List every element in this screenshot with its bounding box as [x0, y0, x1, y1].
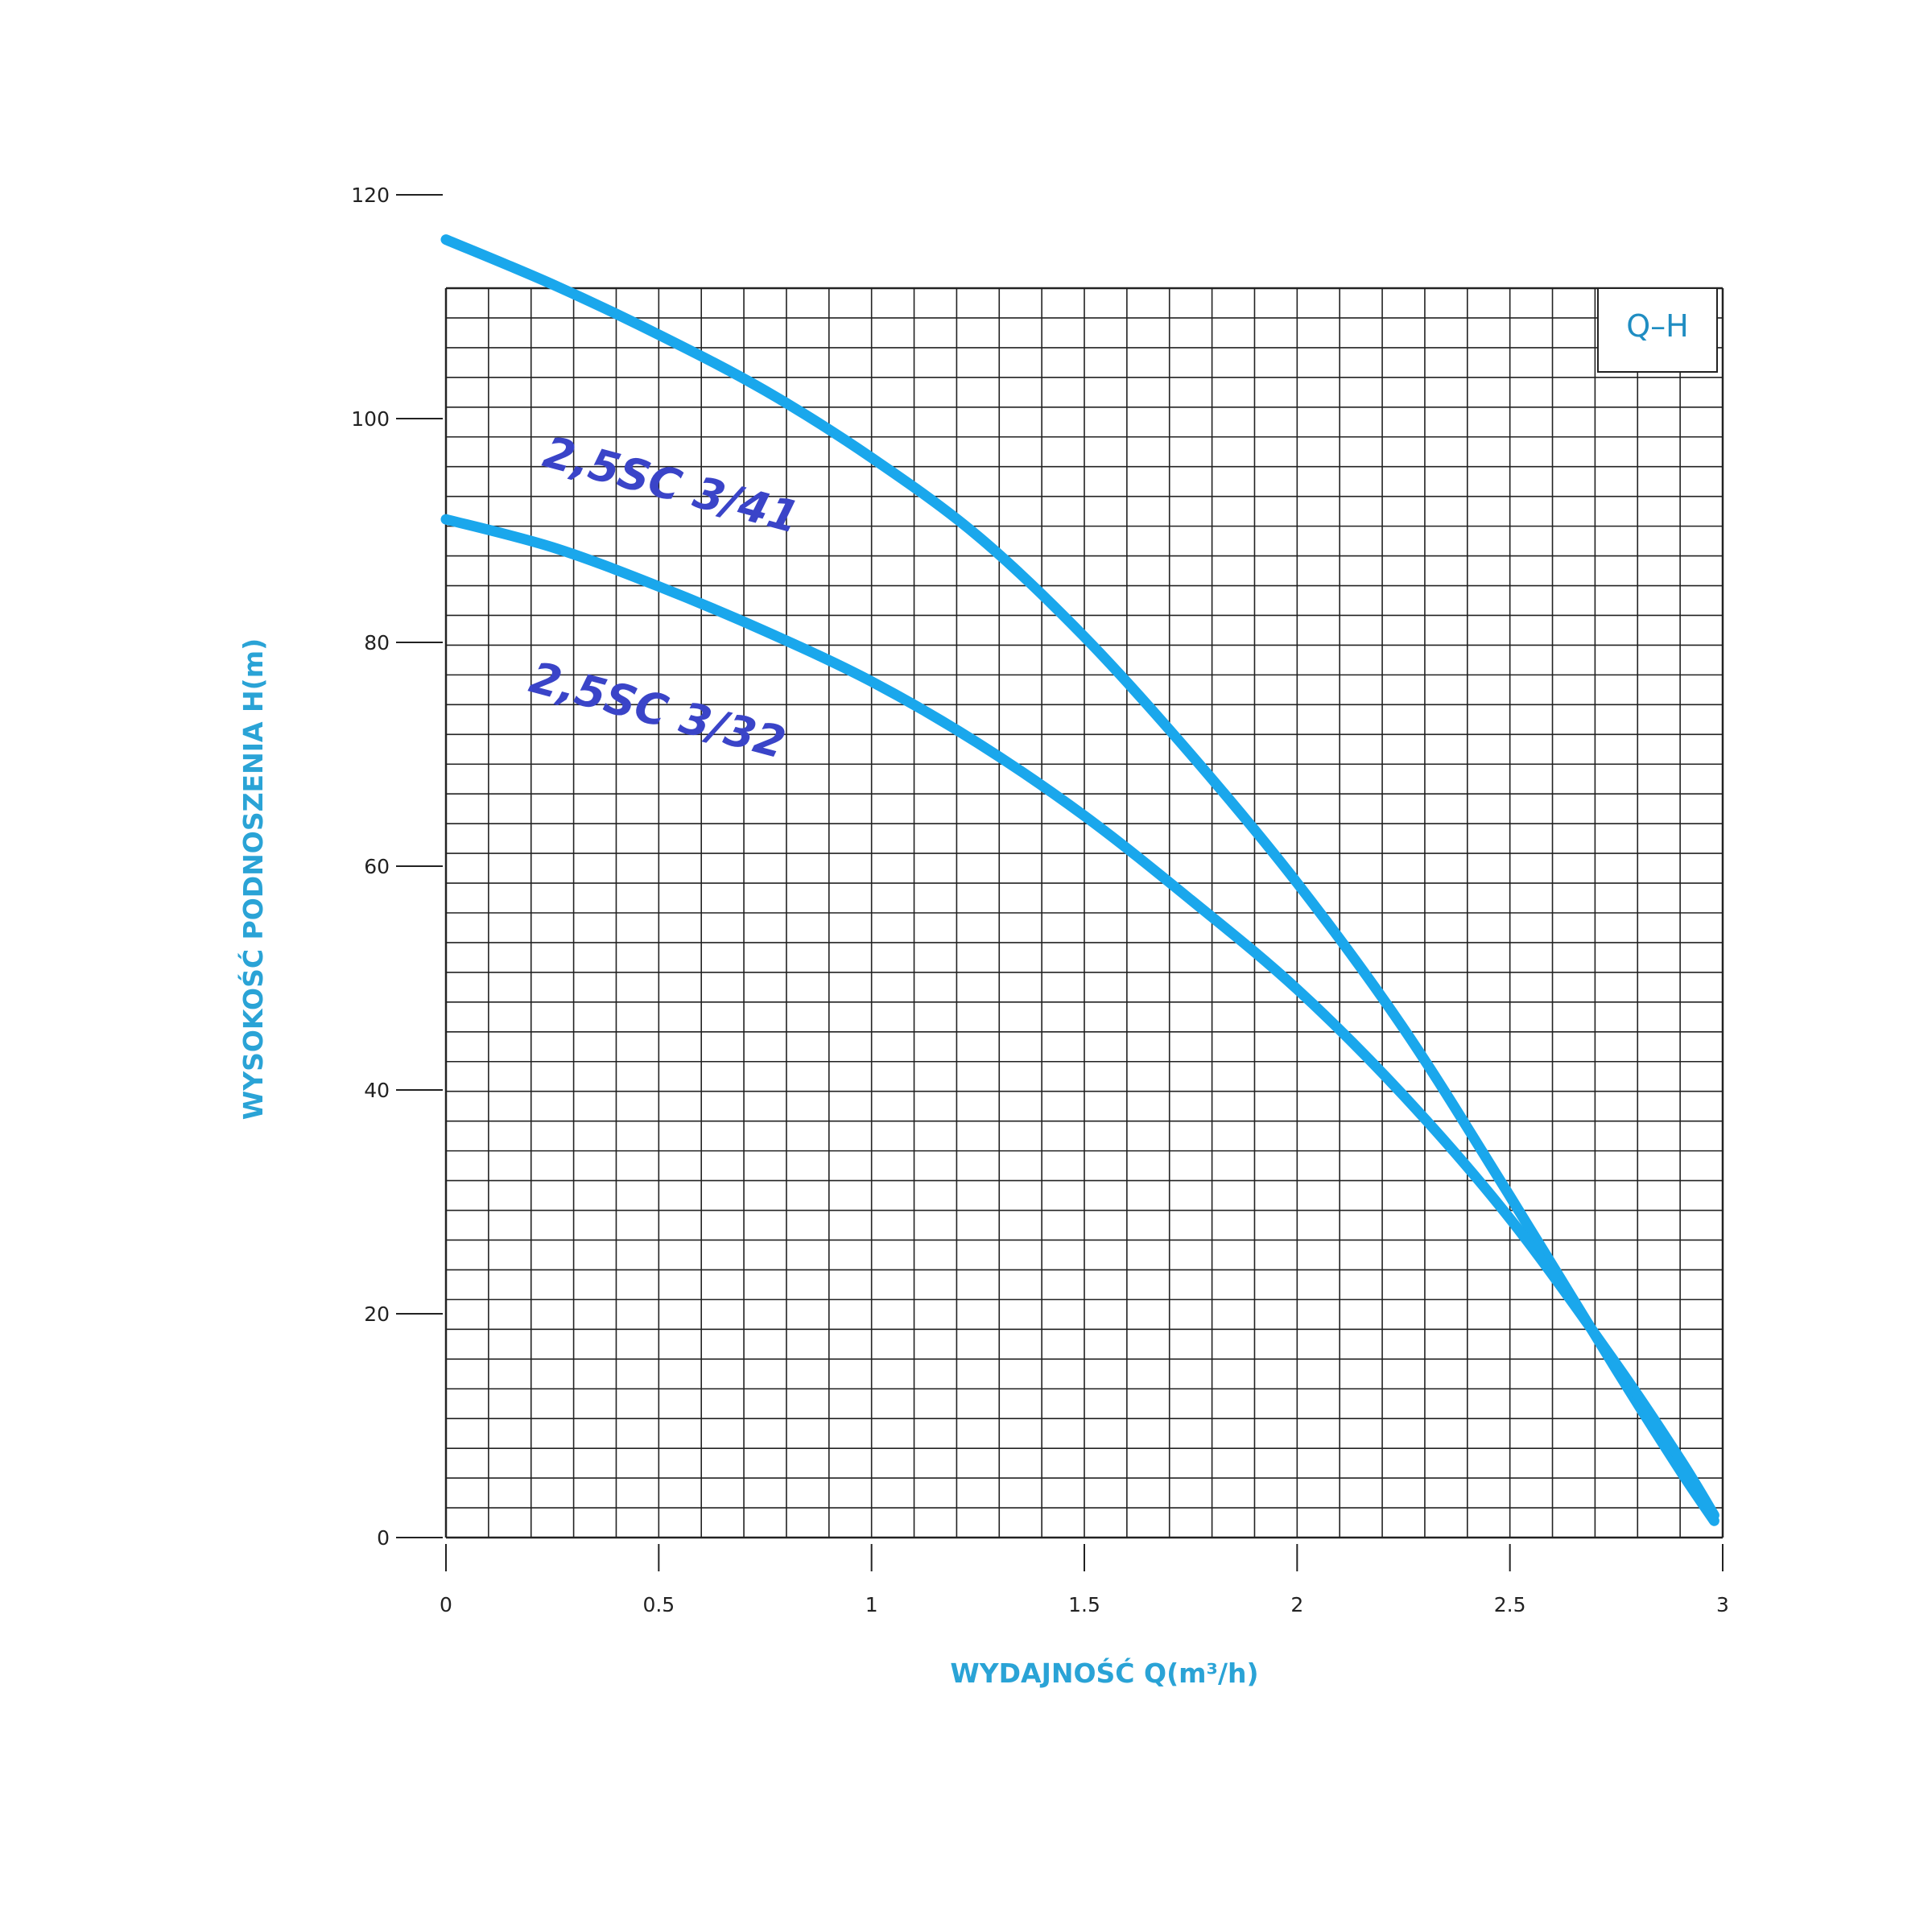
x-tick-label: 2	[1290, 1593, 1303, 1616]
series-curve-0	[440, 234, 1719, 1526]
series-label-3-32: 2,5SC 3/32	[525, 652, 791, 769]
chart-series	[440, 234, 1719, 1526]
tag-box	[1597, 287, 1718, 373]
y-axis-title: WYSOKOŚĆ PODNOSZENIA H(m)	[237, 638, 269, 1120]
axis-ticks: 0 20 40 60 80 100 120 0 0.5 1 1.5 2 2.5 3	[351, 184, 1729, 1616]
y-tick-label: 40	[364, 1079, 390, 1102]
x-tick-label: 3	[1716, 1593, 1729, 1616]
chart-tag: Q–H	[1626, 308, 1688, 344]
x-tick-label: 1.5	[1068, 1593, 1100, 1616]
series-curve-1	[440, 514, 1719, 1521]
x-tick-label: 0	[440, 1593, 452, 1616]
x-tick-label: 1	[865, 1593, 878, 1616]
x-tick-label: 2.5	[1494, 1593, 1526, 1616]
x-axis-title: WYDAJNOŚĆ Q(m³/h)	[950, 1657, 1258, 1689]
y-tick-label: 20	[364, 1302, 390, 1326]
chart-grid	[444, 287, 1724, 1539]
x-tick-label: 0.5	[642, 1593, 675, 1616]
y-tick-label: 120	[351, 184, 390, 207]
y-tick-label: 80	[364, 631, 390, 654]
y-tick-label: 100	[351, 407, 390, 431]
y-tick-label: 60	[364, 855, 390, 878]
y-tick-label: 0	[377, 1526, 390, 1550]
